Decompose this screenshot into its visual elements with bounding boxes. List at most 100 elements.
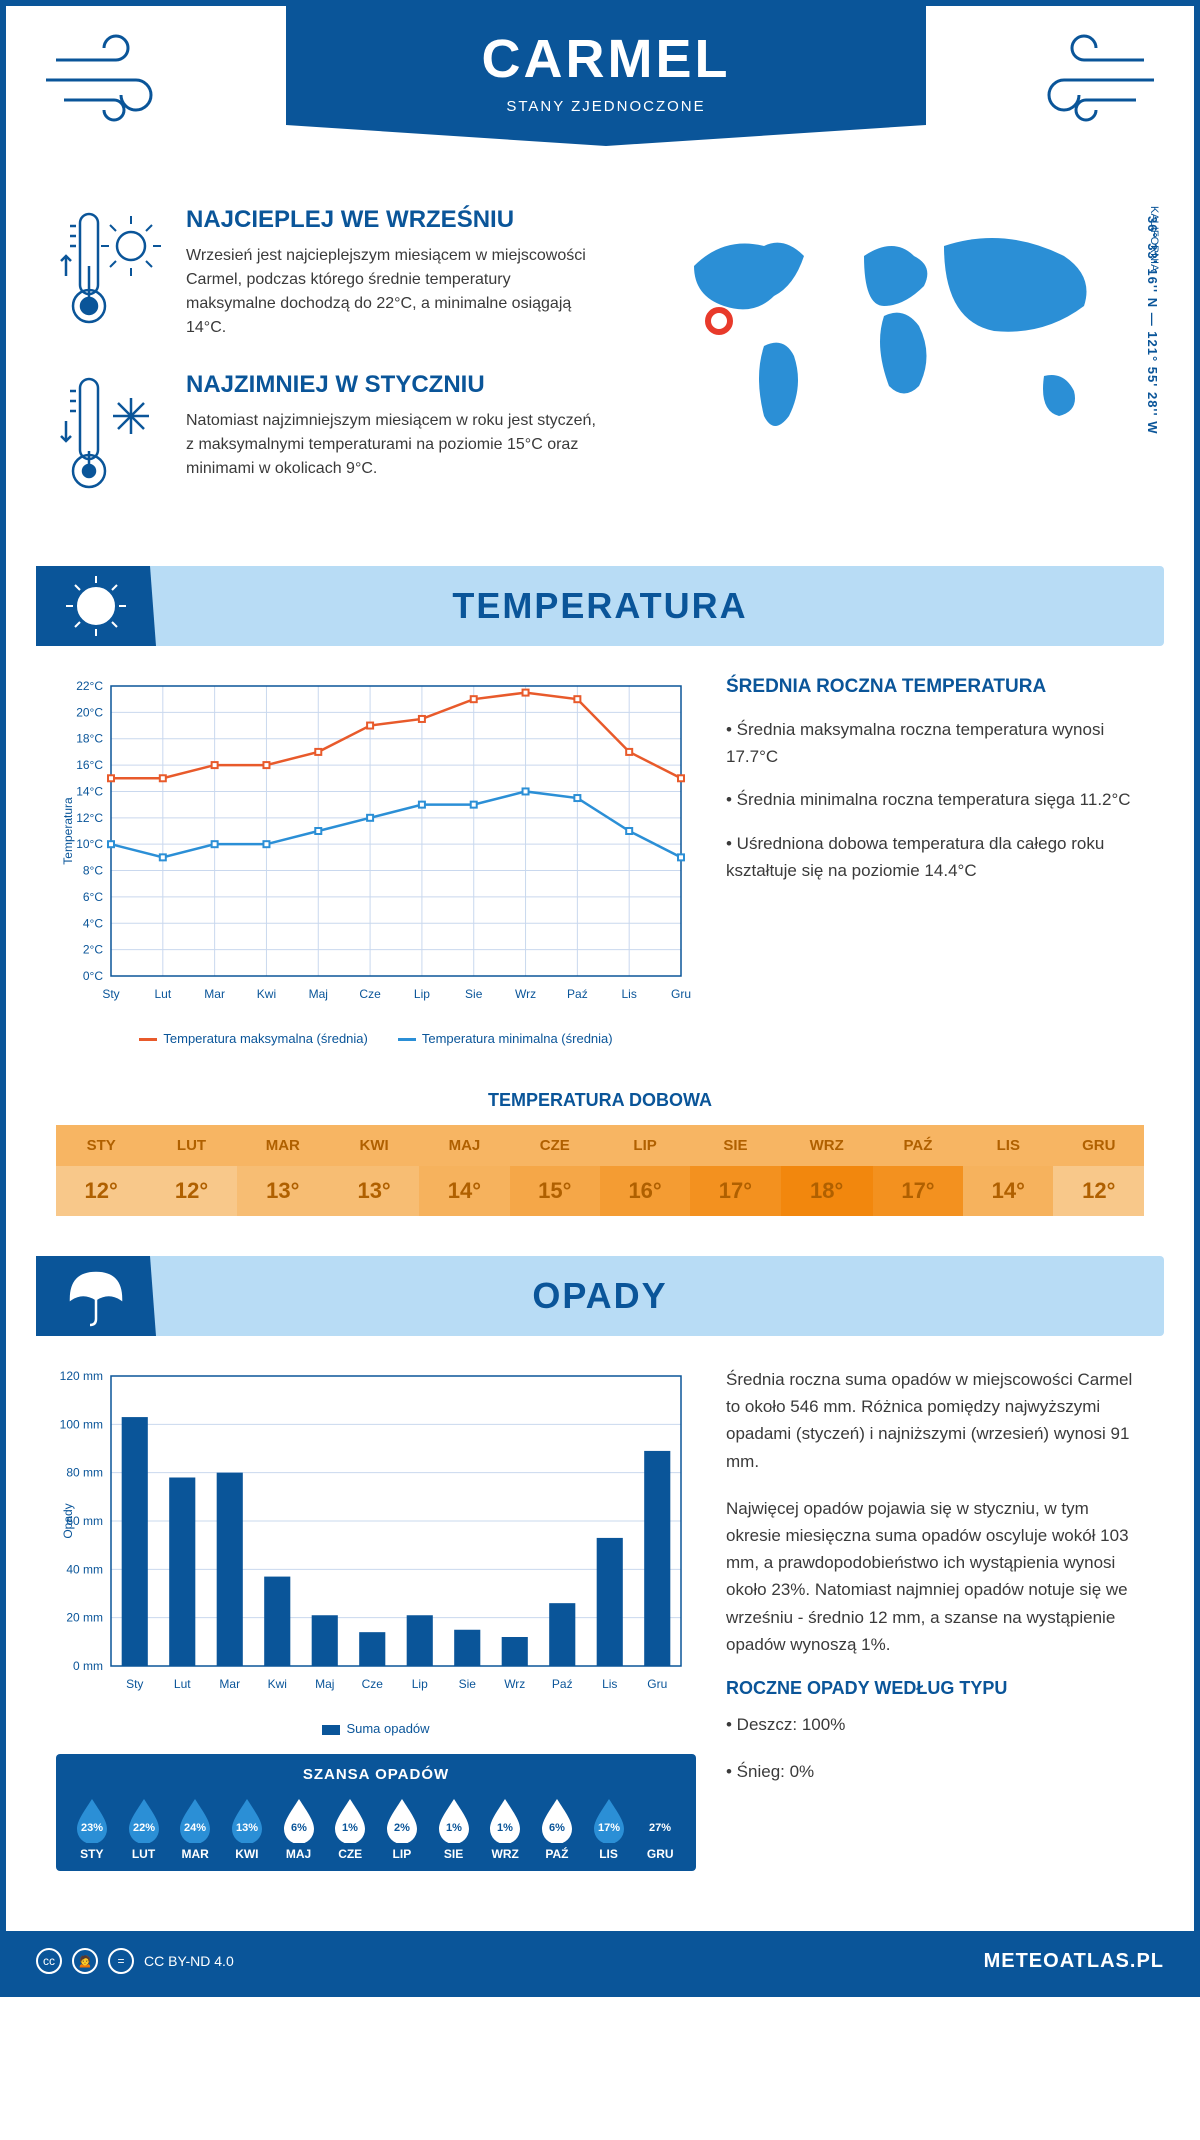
svg-text:Maj: Maj	[309, 987, 328, 1001]
svg-text:Lip: Lip	[412, 1677, 428, 1691]
svg-text:17%: 17%	[598, 1822, 620, 1834]
svg-text:27%: 27%	[649, 1822, 671, 1834]
warmest-block: NAJCIEPLEJ WE WRZEŚNIU Wrzesień jest naj…	[56, 206, 604, 341]
coldest-title: NAJZIMNIEJ W STYCZNIU	[186, 371, 604, 399]
rain-type-title: ROCZNE OPADY WEDŁUG TYPU	[726, 1678, 1144, 1699]
svg-text:Lip: Lip	[414, 987, 430, 1001]
daily-temp-cell: 18°	[781, 1166, 873, 1216]
svg-text:40 mm: 40 mm	[66, 1562, 103, 1576]
svg-text:20°C: 20°C	[76, 705, 103, 719]
svg-text:6%: 6%	[549, 1822, 565, 1834]
chance-item: 1% CZE	[324, 1795, 376, 1861]
svg-text:Paź: Paź	[552, 1677, 573, 1691]
svg-text:Sty: Sty	[102, 987, 119, 1001]
warmest-title: NAJCIEPLEJ WE WRZEŚNIU	[186, 206, 604, 234]
svg-text:10°C: 10°C	[76, 837, 103, 851]
svg-text:100 mm: 100 mm	[60, 1417, 103, 1431]
rain-section-bar: OPADY	[36, 1256, 1164, 1336]
svg-text:0°C: 0°C	[83, 969, 103, 983]
temp-text-col: ŚREDNIA ROCZNA TEMPERATURA • Średnia mak…	[726, 676, 1144, 1046]
license-text: CC BY-ND 4.0	[144, 1953, 234, 1969]
daily-temp-hdr: LIS	[963, 1125, 1053, 1166]
svg-text:Temperatura: Temperatura	[61, 797, 75, 865]
coordinates-label: 36° 33' 16'' N — 121° 55' 28'' W	[1145, 216, 1160, 435]
rain-section-title: OPADY	[532, 1275, 667, 1317]
svg-text:22°C: 22°C	[76, 679, 103, 693]
temp-section-bar: TEMPERATURA	[36, 566, 1164, 646]
svg-text:Sie: Sie	[465, 987, 483, 1001]
world-map-icon	[644, 206, 1124, 466]
svg-text:22%: 22%	[132, 1822, 154, 1834]
country-subtitle: STANY ZJEDNOCZONE	[286, 98, 926, 115]
svg-text:Lut: Lut	[174, 1677, 191, 1691]
svg-text:6°C: 6°C	[83, 890, 103, 904]
license-block: cc 🙍 = CC BY-ND 4.0	[36, 1948, 234, 1974]
svg-text:0 mm: 0 mm	[73, 1659, 103, 1673]
footer: cc 🙍 = CC BY-ND 4.0 METEOATLAS.PL	[6, 1931, 1194, 1991]
svg-text:Paź: Paź	[567, 987, 588, 1001]
svg-text:Kwi: Kwi	[268, 1677, 287, 1691]
svg-text:12°C: 12°C	[76, 811, 103, 825]
daily-temp-hdr: LIP	[600, 1125, 690, 1166]
svg-text:24%: 24%	[184, 1822, 206, 1834]
daily-temp-cell: 12°	[56, 1166, 146, 1216]
rain-text-col: Średnia roczna suma opadów w miejscowośc…	[726, 1366, 1144, 1871]
temp-line-chart: 0°C2°C4°C6°C8°C10°C12°C14°C16°C18°C20°C2…	[56, 676, 696, 1016]
chance-item: 1% WRZ	[479, 1795, 531, 1861]
legend-max: Temperatura maksymalna (średnia)	[139, 1031, 367, 1046]
daily-temp-hdr: GRU	[1053, 1125, 1144, 1166]
page: CARMEL STANY ZJEDNOCZONE	[0, 0, 1200, 1997]
svg-text:2%: 2%	[394, 1822, 410, 1834]
chance-item: 23% STY	[66, 1795, 118, 1861]
svg-text:Mar: Mar	[204, 987, 225, 1001]
rain-type-1: • Deszcz: 100%	[726, 1711, 1144, 1738]
rain-para-1: Średnia roczna suma opadów w miejscowośc…	[726, 1366, 1144, 1475]
thermometer-sun-icon	[56, 206, 166, 341]
svg-text:Gru: Gru	[671, 987, 691, 1001]
rain-bar-chart: 0 mm20 mm40 mm60 mm80 mm100 mm120 mmStyL…	[56, 1366, 696, 1706]
coldest-block: NAJZIMNIEJ W STYCZNIU Natomiast najzimni…	[56, 371, 604, 506]
svg-text:23%: 23%	[81, 1822, 103, 1834]
rain-type-2: • Śnieg: 0%	[726, 1758, 1144, 1785]
rain-body: 0 mm20 mm40 mm60 mm80 mm100 mm120 mmStyL…	[6, 1336, 1194, 1901]
svg-text:80 mm: 80 mm	[66, 1466, 103, 1480]
svg-text:13%: 13%	[236, 1822, 258, 1834]
rain-chance-title: SZANSA OPADÓW	[66, 1766, 686, 1783]
daily-temp-cell: 17°	[690, 1166, 780, 1216]
chance-item: 22% LUT	[118, 1795, 170, 1861]
legend-sum: Suma opadów	[322, 1721, 429, 1736]
temp-body: 0°C2°C4°C6°C8°C10°C12°C14°C16°C18°C20°C2…	[6, 646, 1194, 1076]
rain-chart-col: 0 mm20 mm40 mm60 mm80 mm100 mm120 mmStyL…	[56, 1366, 696, 1871]
daily-temp-title: TEMPERATURA DOBOWA	[6, 1090, 1194, 1111]
temp-chart-col: 0°C2°C4°C6°C8°C10°C12°C14°C16°C18°C20°C2…	[56, 676, 696, 1046]
rain-legend: Suma opadów	[56, 1721, 696, 1736]
daily-temp-hdr: LUT	[146, 1125, 236, 1166]
daily-temp-cell: 15°	[510, 1166, 600, 1216]
cc-icon: cc	[36, 1948, 62, 1974]
annual-bullet-3: • Uśredniona dobowa temperatura dla całe…	[726, 830, 1144, 884]
chance-item: 1% SIE	[428, 1795, 480, 1861]
svg-text:Mar: Mar	[219, 1677, 240, 1691]
svg-text:Lis: Lis	[622, 987, 637, 1001]
svg-text:Maj: Maj	[315, 1677, 334, 1691]
chance-item: 2% LIP	[376, 1795, 428, 1861]
svg-text:Sie: Sie	[459, 1677, 477, 1691]
by-icon: 🙍	[72, 1948, 98, 1974]
daily-temp-cell: 14°	[963, 1166, 1053, 1216]
daily-temp-table: STYLUTMARKWIMAJCZELIPSIEWRZPAŹLISGRU 12°…	[56, 1125, 1144, 1216]
daily-temp-hdr: KWI	[329, 1125, 419, 1166]
intro-text-column: NAJCIEPLEJ WE WRZEŚNIU Wrzesień jest naj…	[56, 206, 604, 536]
header: CARMEL STANY ZJEDNOCZONE	[6, 6, 1194, 206]
svg-text:4°C: 4°C	[83, 916, 103, 930]
chance-item: 17% LIS	[583, 1795, 635, 1861]
umbrella-badge	[36, 1256, 156, 1336]
svg-text:18°C: 18°C	[76, 732, 103, 746]
intro-section: NAJCIEPLEJ WE WRZEŚNIU Wrzesień jest naj…	[6, 206, 1194, 566]
daily-temp-hdr: MAR	[237, 1125, 329, 1166]
daily-temp-hdr: CZE	[510, 1125, 600, 1166]
svg-text:120 mm: 120 mm	[60, 1369, 103, 1383]
rain-chance-box: SZANSA OPADÓW 23% STY 22% LUT 24% MAR	[56, 1754, 696, 1871]
sun-badge	[36, 566, 156, 646]
chance-item: 24% MAR	[169, 1795, 221, 1861]
warmest-body: Wrzesień jest najcieplejszym miesiącem w…	[186, 244, 604, 340]
